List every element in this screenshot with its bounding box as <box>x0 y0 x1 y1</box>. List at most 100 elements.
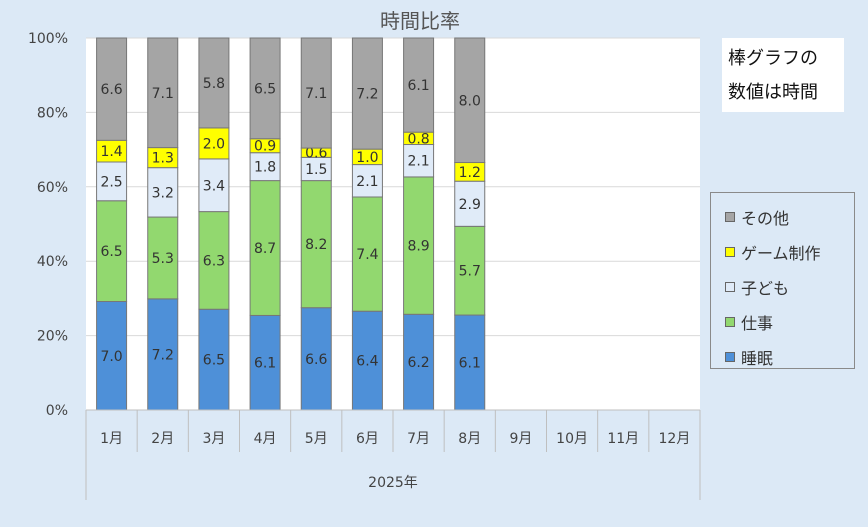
data-label: 1.8 <box>254 160 276 176</box>
bar-segment <box>454 314 486 411</box>
bar-segment <box>198 308 230 411</box>
legend-label: ゲーム制作 <box>741 243 821 263</box>
bar-segment <box>147 216 179 300</box>
chart-title: 時間比率 <box>380 9 460 33</box>
data-label: 1.0 <box>356 150 378 166</box>
bar-segment <box>249 180 281 316</box>
data-label: 1.5 <box>305 162 327 178</box>
legend-item: 仕事 <box>725 304 854 339</box>
data-label: 6.6 <box>305 352 327 368</box>
data-label: 2.9 <box>459 197 481 213</box>
bar-segment <box>454 225 486 316</box>
x-tick-label: 8月 <box>458 431 481 447</box>
legend-item: ゲーム制作 <box>725 234 854 269</box>
data-label: 6.5 <box>100 244 122 260</box>
legend-swatch <box>725 246 735 257</box>
legend-label: その他 <box>741 208 790 228</box>
data-label: 6.1 <box>254 356 276 372</box>
bar-segment <box>198 37 230 129</box>
legend: その他ゲーム制作子ども仕事睡眠 <box>710 192 855 369</box>
data-label: 6.1 <box>459 356 481 372</box>
legend-label: 仕事 <box>741 313 774 333</box>
bar-segment <box>147 37 179 149</box>
data-label: 8.7 <box>254 241 276 257</box>
data-label: 5.8 <box>203 76 225 92</box>
data-label: 6.3 <box>203 253 225 269</box>
x-tick-label: 3月 <box>202 431 225 447</box>
x-tick-label: 9月 <box>509 431 532 447</box>
bar-segment <box>198 158 230 213</box>
data-label: 7.0 <box>100 349 122 365</box>
data-label: 1.2 <box>459 165 481 181</box>
x-tick-label: 10月 <box>556 431 588 447</box>
bar-segment <box>249 37 281 140</box>
legend-item: 睡眠 <box>725 339 854 374</box>
bar-segment <box>403 37 435 133</box>
data-label: 6.2 <box>407 355 429 371</box>
note-box: 棒グラフの 数値は時間 <box>722 38 844 112</box>
x-tick-label: 6月 <box>356 431 379 447</box>
data-label: 7.1 <box>152 86 174 102</box>
data-label: 8.9 <box>407 239 429 255</box>
legend-swatch <box>725 351 735 362</box>
legend-label: 睡眠 <box>741 348 774 368</box>
data-label: 5.3 <box>152 251 174 267</box>
x-group-label: 2025年 <box>368 475 418 491</box>
data-label: 7.1 <box>305 86 327 102</box>
note-line-2: 数値は時間 <box>728 82 818 103</box>
legend-swatch <box>725 316 735 327</box>
data-label: 6.1 <box>407 78 429 94</box>
data-label: 6.5 <box>203 353 225 369</box>
bar-segment <box>300 37 332 149</box>
data-label: 7.2 <box>356 87 378 103</box>
bar-segment <box>351 37 383 150</box>
x-tick-label: 4月 <box>254 431 277 447</box>
data-label: 1.4 <box>100 144 122 160</box>
y-tick-label: 60% <box>37 180 68 196</box>
legend-swatch <box>725 281 735 292</box>
bar-segment <box>249 152 281 182</box>
data-label: 6.6 <box>100 82 122 98</box>
data-label: 2.1 <box>356 174 378 190</box>
bar-segment <box>96 37 128 141</box>
x-tick-label: 2月 <box>151 431 174 447</box>
y-tick-label: 80% <box>37 105 68 121</box>
legend-item: 子ども <box>725 269 854 304</box>
y-tick-label: 20% <box>37 329 68 345</box>
data-label: 0.8 <box>407 131 429 147</box>
data-label: 7.2 <box>152 347 174 363</box>
x-tick-label: 1月 <box>100 431 123 447</box>
data-label: 3.2 <box>152 185 174 201</box>
data-label: 6.4 <box>356 354 378 370</box>
data-label: 5.7 <box>459 264 481 280</box>
bar-segment <box>351 310 383 411</box>
y-tick-label: 40% <box>37 254 68 270</box>
legend-swatch <box>725 211 735 222</box>
bar-segment <box>403 313 435 411</box>
data-label: 2.1 <box>407 154 429 170</box>
bar-segment <box>403 176 435 315</box>
x-tick-label: 11月 <box>607 431 639 447</box>
bar-segment <box>198 211 230 310</box>
data-label: 0.9 <box>254 139 276 155</box>
y-tick-label: 100% <box>28 31 68 47</box>
y-tick-label: 0% <box>46 403 68 419</box>
bar-segment <box>96 200 128 302</box>
bar-segment <box>249 314 281 411</box>
legend-item: その他 <box>725 199 854 234</box>
data-label: 2.5 <box>100 174 122 190</box>
data-label: 2.0 <box>203 136 225 152</box>
bar-segment <box>454 37 486 164</box>
bar-segment <box>454 180 486 227</box>
data-label: 1.3 <box>152 151 174 167</box>
data-label: 8.2 <box>305 237 327 253</box>
bar-segment <box>403 144 435 178</box>
legend-label: 子ども <box>741 278 790 298</box>
plot-background <box>86 38 700 410</box>
data-label: 7.4 <box>356 247 378 263</box>
x-tick-label: 7月 <box>407 431 430 447</box>
data-label: 0.6 <box>305 146 327 162</box>
x-tick-label: 5月 <box>305 431 328 447</box>
